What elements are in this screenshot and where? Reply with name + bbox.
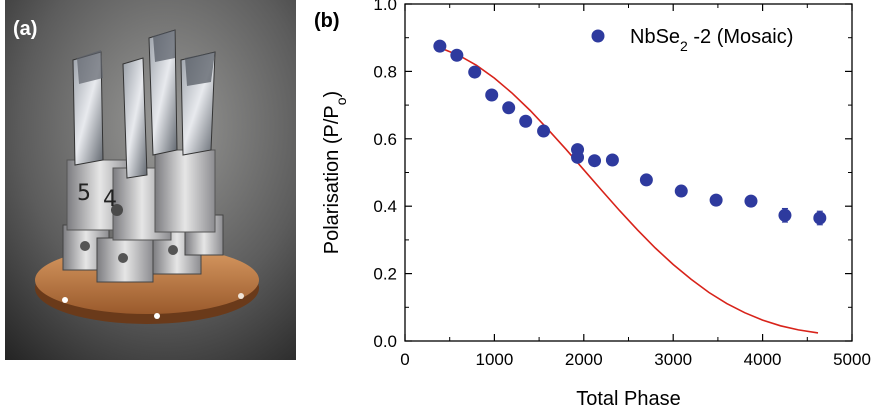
x-tick-label: 4000 (744, 350, 782, 369)
plot-frame (404, 3, 853, 342)
data-point (571, 150, 585, 164)
x-tick-label: 2000 (565, 350, 603, 369)
data-point (778, 208, 792, 222)
x-tick-label: 1000 (475, 350, 513, 369)
x-tick-label: 0 (400, 350, 409, 369)
legend-label: NbSe2 -2 (Mosaic) (630, 26, 793, 54)
chart-svg: 0 1000 2000 3000 4000 5000 0.0 0.2 0.4 0.6 0.8 1.0 T… (321, 0, 871, 410)
x-axis-title: Total Phase (576, 388, 681, 410)
panel-b-label: (b) (314, 10, 340, 32)
polarisation-chart: (b) 0 1000 2000 3000 4000 5000 0.0 0.2 0.4 0.6 0.8… (300, 0, 887, 414)
data-point (450, 48, 464, 62)
y-tick-label: 0.4 (373, 197, 397, 216)
data-point (605, 153, 619, 167)
data-point (433, 39, 447, 53)
data-point (674, 184, 688, 198)
data-point (468, 65, 482, 79)
data-point (519, 114, 533, 128)
svg-text:5: 5 (77, 181, 91, 206)
sample-photo: 5 4 (a) (5, 0, 296, 360)
y-tick-label: 0.0 (373, 332, 397, 351)
y-axis-title: Polarisation (P/Po) (321, 91, 349, 254)
x-tick-label: 3000 (654, 350, 692, 369)
x-tick-label: 5000 (833, 350, 871, 369)
data-point (639, 173, 653, 187)
y-tick-label: 0.8 (373, 62, 397, 81)
y-tick-label: 0.2 (373, 265, 397, 284)
data-point (588, 154, 602, 168)
legend-marker (591, 29, 605, 43)
data-point (813, 211, 827, 225)
panel-a-label: (a) (13, 18, 38, 40)
data-point (537, 124, 551, 138)
model-curve (439, 47, 819, 334)
y-tick-label: 1.0 (373, 0, 397, 14)
data-point (485, 88, 499, 102)
data-point (709, 193, 723, 207)
y-tick-label: 0.6 (373, 130, 397, 149)
data-point (744, 194, 758, 208)
svg-text:4: 4 (103, 187, 117, 212)
data-point (502, 101, 516, 115)
